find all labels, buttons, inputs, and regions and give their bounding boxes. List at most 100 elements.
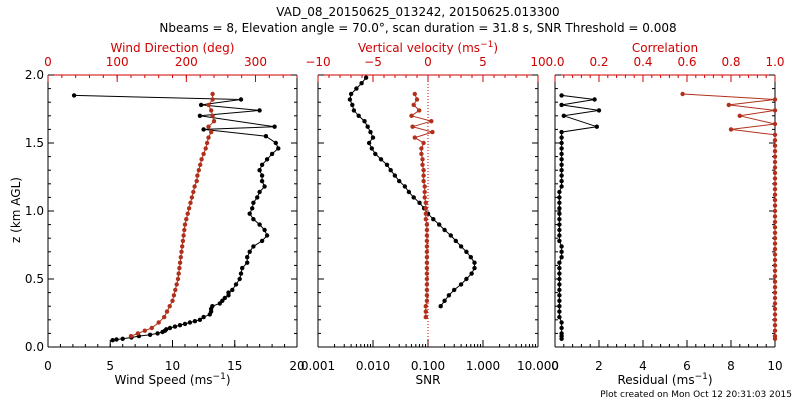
data-point: [772, 257, 778, 263]
data-point: [180, 238, 186, 244]
data-point: [350, 102, 355, 108]
data-point: [557, 195, 562, 200]
data-point: [185, 211, 190, 216]
data-point: [259, 162, 265, 167]
data-point: [257, 222, 262, 227]
data-point: [368, 129, 373, 135]
data-point: [423, 309, 428, 314]
x-tick-label: 8: [727, 359, 735, 373]
data-point: [557, 314, 562, 320]
data-point: [772, 274, 778, 279]
data-point: [369, 146, 374, 151]
data-point: [257, 168, 262, 173]
data-point: [772, 149, 778, 154]
data-point: [559, 135, 564, 140]
data-point: [204, 140, 210, 146]
data-point: [557, 276, 562, 282]
data-point: [412, 91, 417, 97]
top-tick-label: 0.8: [721, 55, 740, 69]
data-point: [198, 162, 203, 167]
top-tick-label: −5: [364, 55, 382, 69]
x-tick-label: 0.010: [356, 359, 390, 373]
data-point: [424, 244, 430, 249]
data-point: [772, 214, 778, 219]
data-point: [424, 249, 430, 254]
data-point: [559, 102, 564, 108]
data-point: [424, 276, 430, 282]
data-point: [156, 320, 161, 325]
data-point: [264, 233, 270, 238]
data-point: [247, 211, 252, 216]
data-point: [155, 331, 160, 336]
data-point: [182, 222, 188, 227]
data-point: [423, 217, 428, 222]
data-point: [438, 304, 443, 309]
data-point: [366, 140, 372, 146]
data-point: [557, 304, 562, 309]
data-point: [772, 219, 778, 225]
data-point: [191, 189, 196, 195]
data-point: [402, 184, 408, 189]
data-point: [182, 321, 188, 327]
data-point: [173, 287, 178, 293]
data-point: [559, 336, 564, 341]
panel-2: 0.001 0.010 0.100 1.000 10.000 −10 −5 0 5 10 SNR Ve…: [301, 40, 559, 387]
data-point: [559, 178, 564, 184]
x-tick-label: 20: [289, 359, 304, 373]
data-point: [264, 157, 270, 162]
data-point: [273, 140, 278, 146]
series-line-red: [682, 93, 776, 339]
data-point: [559, 325, 564, 331]
data-point: [354, 86, 359, 91]
bottom-axis-label: SNR: [416, 373, 441, 387]
data-point: [424, 298, 430, 303]
data-point: [458, 282, 464, 287]
data-point: [772, 159, 778, 165]
data-point: [557, 217, 562, 222]
data-point: [422, 189, 427, 195]
data-point: [259, 238, 265, 244]
top-tick-label: 1.0: [765, 55, 784, 69]
data-point: [772, 187, 778, 192]
data-point: [772, 176, 778, 181]
data-point: [201, 127, 206, 132]
data-point: [421, 168, 426, 173]
data-point: [142, 328, 147, 333]
data-point: [557, 265, 562, 271]
data-point: [206, 135, 211, 140]
x-tick-label: 0.001: [301, 359, 335, 373]
data-point: [559, 320, 564, 325]
data-point: [464, 276, 469, 282]
data-point: [594, 124, 599, 129]
data-point: [561, 113, 566, 119]
data-point: [557, 200, 562, 205]
data-point: [417, 200, 422, 205]
data-point: [378, 157, 384, 162]
data-point: [424, 271, 430, 276]
data-point: [230, 287, 235, 293]
data-point: [114, 337, 119, 342]
data-point: [167, 325, 173, 331]
data-point: [423, 314, 428, 320]
data-point: [347, 97, 353, 102]
data-point: [259, 173, 265, 178]
data-point: [559, 184, 564, 189]
data-point: [772, 192, 778, 197]
data-point: [559, 244, 564, 249]
data-point: [370, 135, 376, 140]
data-point: [772, 312, 778, 317]
data-point: [772, 306, 778, 312]
x-tick-label: 0: [551, 359, 559, 373]
data-point: [171, 293, 177, 298]
y-tick-label: 2.0: [25, 68, 44, 82]
data-point: [557, 260, 562, 265]
data-point: [728, 127, 734, 132]
data-point: [772, 154, 778, 159]
top-tick-label: 200: [175, 55, 198, 69]
data-point: [772, 285, 778, 290]
data-point: [177, 260, 183, 265]
data-point: [737, 113, 742, 119]
data-point: [197, 113, 203, 119]
data-point: [772, 236, 778, 241]
